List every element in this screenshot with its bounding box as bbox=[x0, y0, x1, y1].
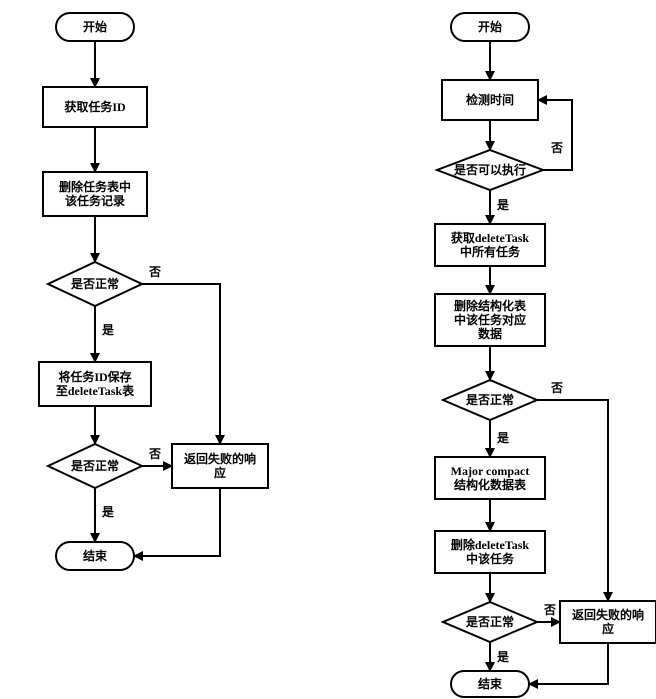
flow-right-edge-9: 是 bbox=[490, 642, 510, 671]
flow-right: 是否是是否否开始检测时间是否可以执行获取deleteTask中所有任务删除结构化… bbox=[435, 13, 656, 697]
svg-text:是: 是 bbox=[496, 431, 510, 445]
flow-right-edge-3: 否 bbox=[538, 100, 572, 170]
svg-text:获取任务ID: 获取任务ID bbox=[63, 99, 126, 114]
svg-text:获取deleteTask中所有任务: 获取deleteTask中所有任务 bbox=[450, 230, 530, 259]
flow-left-start: 开始 bbox=[56, 13, 134, 41]
flow-right-n2: 获取deleteTask中所有任务 bbox=[435, 224, 545, 266]
svg-text:否: 否 bbox=[148, 265, 161, 279]
svg-text:检测时间: 检测时间 bbox=[466, 92, 514, 107]
flow-left-edge-5: 是 bbox=[95, 488, 115, 542]
flow-left-n1: 获取任务ID bbox=[43, 87, 147, 127]
flow-left-fail: 返回失败的响应 bbox=[172, 444, 268, 488]
flow-left: 是是否否开始获取任务ID删除任务表中该任务记录是否正常将任务ID保存至delet… bbox=[39, 13, 268, 570]
svg-text:结束: 结束 bbox=[83, 548, 108, 563]
svg-text:是否正常: 是否正常 bbox=[465, 392, 514, 407]
flow-right-fail: 返回失败的响应 bbox=[560, 601, 656, 643]
flow-right-edge-11: 否 bbox=[537, 381, 608, 601]
flow-right-n5: 删除deleteTask中该任务 bbox=[435, 531, 545, 573]
flow-left-d2: 是否正常 bbox=[48, 444, 142, 488]
svg-text:是: 是 bbox=[496, 650, 510, 664]
flow-right-edge-6: 是 bbox=[490, 420, 510, 457]
flow-left-n3: 将任务ID保存至deleteTask表 bbox=[39, 362, 151, 406]
flow-right-d2: 是否正常 bbox=[443, 380, 537, 420]
svg-text:将任务ID保存至deleteTask表: 将任务ID保存至deleteTask表 bbox=[56, 369, 135, 398]
svg-text:是否正常: 是否正常 bbox=[465, 614, 514, 629]
flow-right-n3: 删除结构化表中该任务对应数据 bbox=[435, 294, 545, 346]
flow-right-n1: 检测时间 bbox=[442, 80, 538, 120]
flow-left-end: 结束 bbox=[56, 542, 134, 570]
svg-text:是否正常: 是否正常 bbox=[70, 458, 119, 473]
svg-text:否: 否 bbox=[550, 141, 563, 155]
flow-right-edge-12 bbox=[529, 643, 608, 684]
svg-text:是否可以执行: 是否可以执行 bbox=[453, 162, 526, 177]
svg-text:是: 是 bbox=[101, 323, 115, 337]
flow-left-edge-7: 否 bbox=[142, 265, 220, 444]
svg-text:否: 否 bbox=[550, 381, 563, 395]
flow-right-end: 结束 bbox=[451, 671, 529, 697]
svg-text:Major compact结构化数据表: Major compact结构化数据表 bbox=[451, 464, 530, 492]
flow-left-n2: 删除任务表中该任务记录 bbox=[43, 172, 147, 216]
flow-left-edge-6: 否 bbox=[142, 447, 172, 466]
svg-text:开始: 开始 bbox=[83, 19, 107, 34]
svg-text:否: 否 bbox=[543, 603, 556, 617]
flow-right-d3: 是否正常 bbox=[443, 602, 537, 642]
svg-text:否: 否 bbox=[148, 447, 161, 461]
flow-right-d1: 是否可以执行 bbox=[437, 150, 543, 190]
flow-left-edge-3: 是 bbox=[95, 306, 115, 362]
svg-text:结束: 结束 bbox=[478, 676, 503, 691]
svg-text:删除任务表中该任务记录: 删除任务表中该任务记录 bbox=[59, 179, 131, 208]
flow-left-edge-8 bbox=[134, 488, 220, 556]
svg-text:是否正常: 是否正常 bbox=[70, 276, 119, 291]
svg-text:开始: 开始 bbox=[478, 19, 502, 34]
flow-right-start: 开始 bbox=[451, 13, 529, 41]
svg-text:是: 是 bbox=[101, 505, 115, 519]
flow-right-edge-10: 否 bbox=[537, 603, 560, 622]
svg-text:是: 是 bbox=[496, 198, 510, 212]
flow-right-n4: Major compact结构化数据表 bbox=[435, 457, 545, 499]
flow-right-edge-2: 是 bbox=[490, 190, 510, 224]
flow-left-d1: 是否正常 bbox=[48, 262, 142, 306]
